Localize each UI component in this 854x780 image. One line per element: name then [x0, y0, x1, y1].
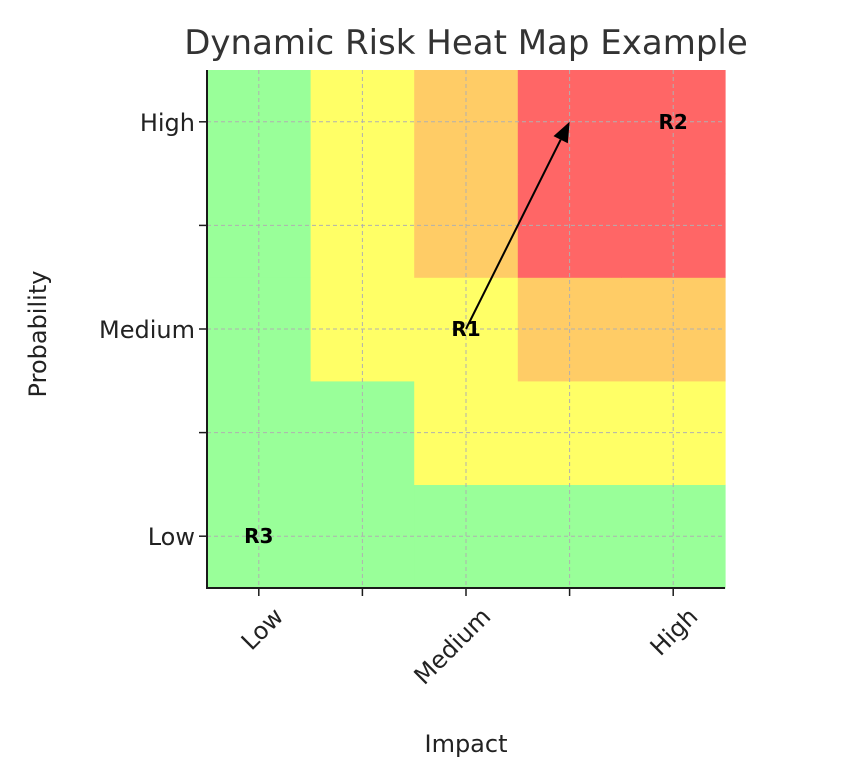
y-axis-label: Probability: [24, 271, 52, 398]
y-tick-label: Low: [148, 523, 195, 551]
x-tick-label: High: [645, 602, 704, 661]
risk-label-r1: R1: [451, 317, 480, 341]
y-tick-label: High: [140, 109, 195, 137]
trend-arrow-line: [465, 139, 562, 330]
x-axis-label: Impact: [424, 730, 507, 758]
trend-arrow-head: [553, 121, 570, 144]
heatmap-cell-green: [621, 484, 726, 589]
risk-label-r3: R3: [244, 524, 273, 548]
risk-markers: R1 R2 R3: [244, 110, 688, 548]
heatmap-cell-yellow: [517, 380, 622, 485]
heatmap-cell-yellow: [621, 380, 726, 485]
x-tick-label: Medium: [409, 602, 497, 690]
risk-label-r2: R2: [659, 110, 688, 134]
y-tick-label: Medium: [99, 316, 195, 344]
heatmap-cell-green: [517, 484, 622, 589]
trend-arrows: [465, 121, 570, 330]
chart-title: Dynamic Risk Heat Map Example: [184, 23, 748, 63]
x-tick-label: Low: [236, 602, 289, 655]
